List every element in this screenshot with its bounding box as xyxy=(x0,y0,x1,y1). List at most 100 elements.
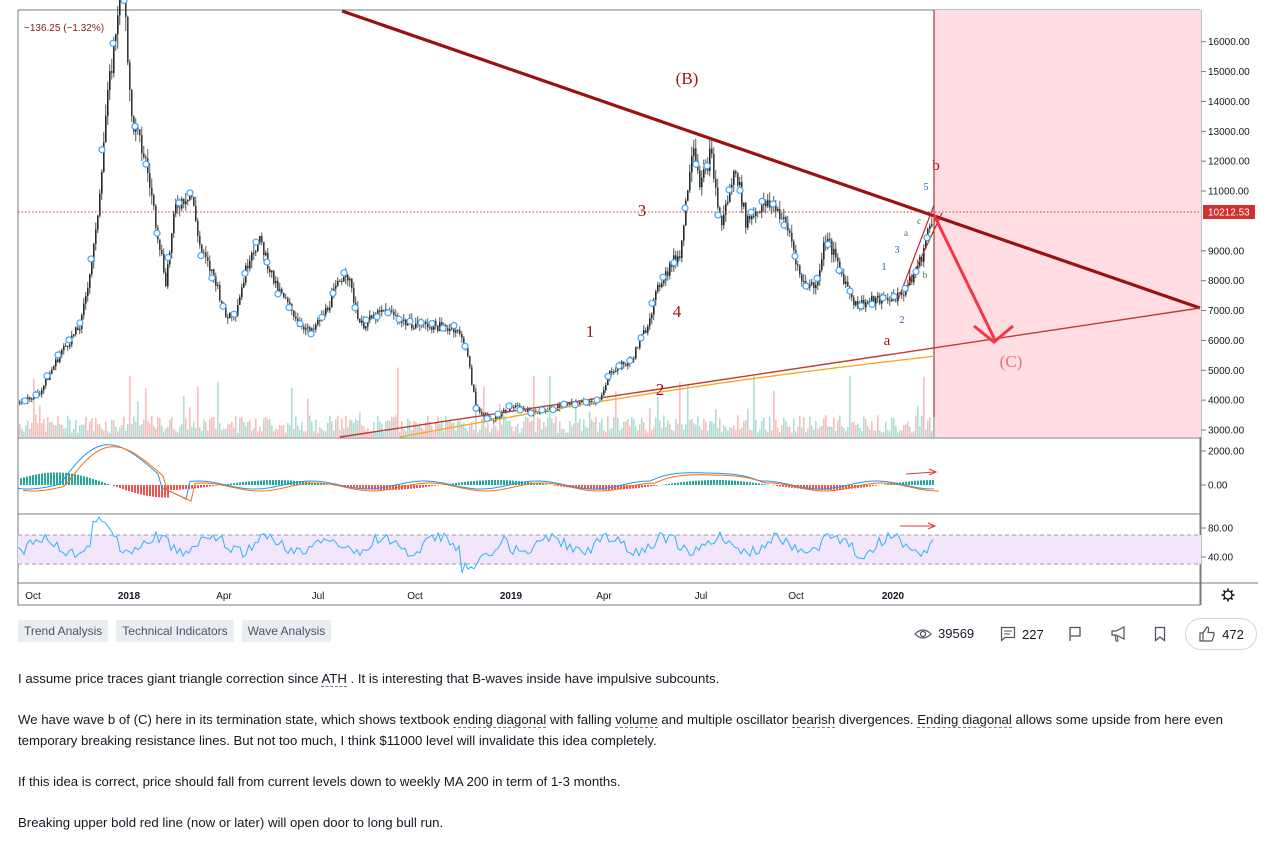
volume-bar xyxy=(875,431,877,437)
volume-bar xyxy=(857,423,859,437)
candle-body xyxy=(273,271,275,284)
signal-dot xyxy=(737,187,743,193)
volume-bar xyxy=(263,418,265,437)
macd-histogram-bar xyxy=(143,485,145,495)
macd-histogram-bar xyxy=(830,485,832,490)
term-link-ending-diagonal-2[interactable]: Ending diagonal xyxy=(917,712,1012,728)
volume-bar xyxy=(877,415,879,437)
volume-bar xyxy=(57,416,59,437)
term-link-ending-diagonal[interactable]: ending diagonal xyxy=(453,712,546,728)
volume-bar xyxy=(51,421,53,437)
term-link-ath[interactable]: ATH xyxy=(321,671,346,687)
candle-body xyxy=(329,307,331,310)
bookmark-button[interactable] xyxy=(1154,626,1166,642)
candle-body xyxy=(69,344,71,346)
macd-histogram-bar xyxy=(677,483,679,485)
volume-bar xyxy=(65,428,67,437)
macd-histogram-bar xyxy=(191,485,193,489)
signal-dot xyxy=(660,274,666,280)
volume-bar xyxy=(711,421,713,437)
volume-bar xyxy=(867,426,869,437)
macd-histogram-bar xyxy=(602,485,604,490)
candle-body xyxy=(163,254,165,272)
volume-bar xyxy=(895,426,897,437)
volume-bar xyxy=(599,423,601,437)
macd-tick-label: 0.00 xyxy=(1208,481,1228,492)
signal-dot xyxy=(495,411,501,417)
candle-body xyxy=(753,216,755,217)
macd-histogram-bar xyxy=(233,483,235,485)
volume-bar xyxy=(771,430,773,437)
volume-bar xyxy=(283,425,285,437)
macd-histogram-bar xyxy=(689,481,691,485)
volume-bar xyxy=(593,423,595,437)
candle-body xyxy=(83,304,85,315)
volume-bar xyxy=(707,431,709,437)
macd-histogram-bar xyxy=(650,485,652,486)
candle-body xyxy=(271,271,273,273)
candle-body xyxy=(87,288,89,296)
volume-bar xyxy=(713,423,715,437)
tag-trend-analysis[interactable]: Trend Analysis xyxy=(18,620,108,642)
macd-histogram-bar xyxy=(272,480,274,485)
candle-body xyxy=(437,326,439,331)
volume-bar xyxy=(187,429,189,437)
term-link-bearish[interactable]: bearish xyxy=(792,712,835,728)
settings-gear-icon[interactable] xyxy=(1222,589,1235,602)
volume-bar xyxy=(213,417,215,437)
price-change-label: −136.25 (−1.32%) xyxy=(24,23,104,34)
candle-body xyxy=(307,327,309,328)
macd-histogram-bar xyxy=(476,481,478,485)
volume-bar xyxy=(673,431,675,437)
macd-histogram-bar xyxy=(119,485,121,488)
volume-bar xyxy=(865,419,867,437)
volume-bar xyxy=(705,421,707,437)
tag-wave-analysis[interactable]: Wave Analysis xyxy=(242,620,332,642)
volume-bar xyxy=(585,427,587,437)
share-button[interactable] xyxy=(1110,626,1128,642)
tag-technical-indicators[interactable]: Technical Indicators xyxy=(116,620,233,642)
macd-histogram-bar xyxy=(929,480,931,485)
volume-bar xyxy=(489,432,491,437)
candle-body xyxy=(813,282,815,288)
signal-dot xyxy=(517,407,523,413)
candle-body xyxy=(365,326,367,328)
candle-body xyxy=(371,315,373,318)
candle-body xyxy=(105,116,107,143)
views-count: 39569 xyxy=(938,626,974,641)
volume-bar xyxy=(97,424,99,437)
macd-histogram-bar xyxy=(758,483,760,485)
volume-bar xyxy=(789,427,791,437)
likes-count: 472 xyxy=(1222,627,1244,642)
volume-bar xyxy=(683,430,685,437)
volume-bar xyxy=(259,427,261,437)
projection-zone xyxy=(934,10,1201,437)
comments-button[interactable]: 227 xyxy=(1000,626,1044,642)
volume-bar xyxy=(111,420,113,437)
volume-bar xyxy=(377,416,379,437)
volume-bar xyxy=(859,428,861,437)
like-button[interactable]: 472 xyxy=(1185,618,1257,650)
candle-body xyxy=(395,315,397,316)
volume-bar xyxy=(35,415,37,437)
volume-bar xyxy=(67,416,69,437)
volume-bar xyxy=(383,432,385,437)
term-link-volume[interactable]: volume xyxy=(615,712,658,728)
macd-histogram-bar xyxy=(185,485,187,489)
candle-body xyxy=(635,347,637,358)
volume-bar xyxy=(137,401,139,437)
macd-histogram-bar xyxy=(716,480,718,485)
macd-histogram-bar xyxy=(275,480,277,485)
volume-bar xyxy=(577,423,579,437)
signal-dot xyxy=(506,403,512,409)
candle-body xyxy=(263,242,265,255)
macd-histogram-bar xyxy=(743,482,745,485)
volume-bar xyxy=(39,405,41,437)
volume-bar xyxy=(567,433,569,437)
volume-bar xyxy=(265,417,267,437)
macd-histogram-bar xyxy=(29,476,31,485)
time-tick-label: 2020 xyxy=(882,591,905,602)
report-button[interactable] xyxy=(1068,626,1082,642)
